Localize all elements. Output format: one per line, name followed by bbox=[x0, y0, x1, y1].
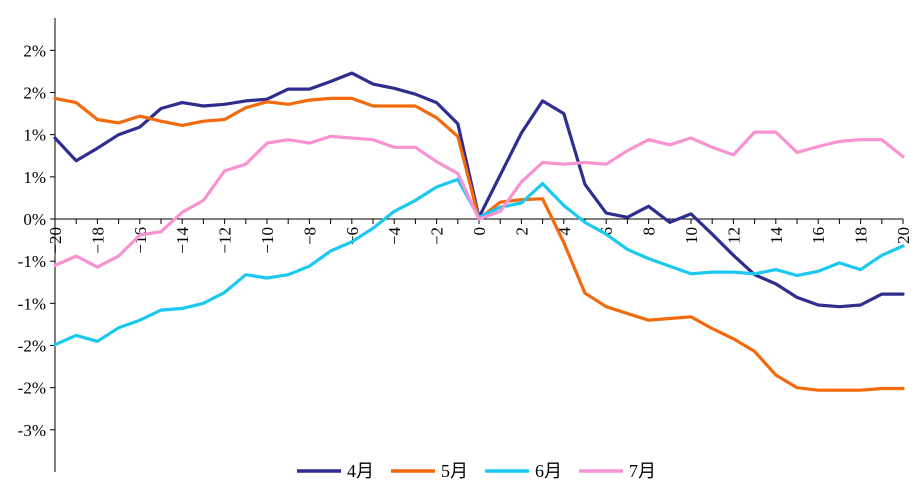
y-tick-label: -3% bbox=[18, 421, 46, 440]
y-tick-label: 0% bbox=[23, 210, 46, 229]
x-tick-label: 2 bbox=[512, 227, 531, 236]
x-tick-label: 6 bbox=[597, 227, 616, 236]
x-tick-label: 10 bbox=[682, 227, 701, 244]
x-tick-label: −4 bbox=[385, 227, 404, 246]
y-axis-tick-labels: 2% 2% 1% 1% 0% -1% -1% -2% -2% -3% bbox=[18, 41, 46, 440]
x-axis-tick-labels: −20 −18 −16 −14 −12 −10 −8 −6 −4 −2 0 2 4 6 8 10 12 14 16 1… bbox=[46, 227, 913, 254]
x-tick-label: −2 bbox=[428, 227, 447, 245]
series-line-3 bbox=[53, 177, 905, 347]
legend: 4月 5月 6月 7月 bbox=[297, 461, 656, 481]
legend-label-3: 6月 bbox=[535, 461, 562, 481]
x-tick-label: 8 bbox=[640, 227, 659, 236]
y-tick-label: -1% bbox=[18, 294, 46, 313]
y-tick-label: -2% bbox=[18, 379, 46, 398]
x-tick-label: −18 bbox=[88, 227, 107, 254]
legend-label-2: 5月 bbox=[441, 461, 468, 481]
x-tick-label: −10 bbox=[258, 227, 277, 254]
series-line-1 bbox=[53, 71, 905, 309]
x-tick-label: 14 bbox=[767, 227, 786, 245]
y-tick-label: -2% bbox=[18, 337, 46, 356]
legend-label-4: 7月 bbox=[629, 461, 656, 481]
x-tick-label: −20 bbox=[46, 227, 65, 254]
x-tick-label: 12 bbox=[724, 227, 743, 244]
y-tick-label: 2% bbox=[23, 84, 46, 103]
x-tick-label: 20 bbox=[894, 227, 913, 244]
x-tick-label: −6 bbox=[343, 227, 362, 245]
x-tick-label: −8 bbox=[300, 227, 319, 245]
x-tick-label: 16 bbox=[809, 227, 828, 244]
series-line-4 bbox=[53, 130, 905, 269]
y-tick-label: 2% bbox=[23, 41, 46, 60]
x-tick-label: 4 bbox=[555, 227, 574, 236]
y-tick-label: -1% bbox=[18, 252, 46, 271]
x-tick-label: 18 bbox=[852, 227, 871, 244]
series-lines bbox=[53, 71, 905, 392]
x-tick-label: −14 bbox=[173, 227, 192, 254]
x-tick-label: −12 bbox=[216, 227, 235, 254]
legend-label-1: 4月 bbox=[347, 461, 374, 481]
y-tick-label: 1% bbox=[23, 126, 46, 145]
y-tick-label: 1% bbox=[23, 168, 46, 187]
x-tick-label: 0 bbox=[470, 227, 489, 236]
